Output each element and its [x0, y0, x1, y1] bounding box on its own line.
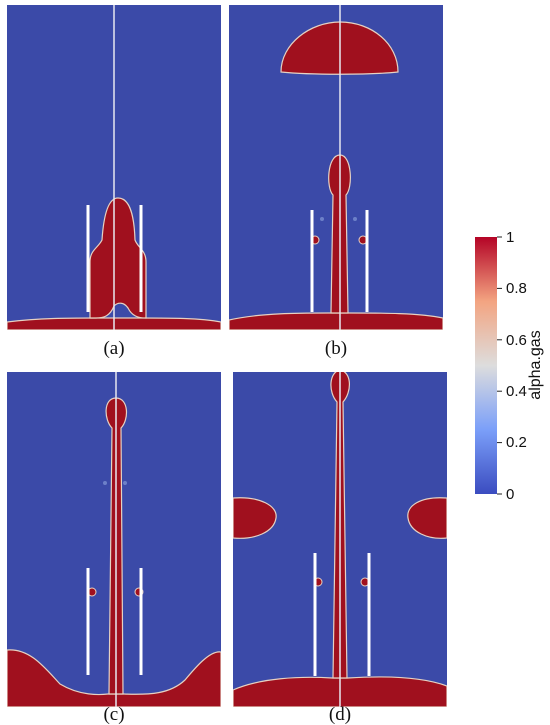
panel-c-bottom-gas-layer [7, 649, 221, 707]
colorbar-gradient [475, 237, 497, 494]
panel-c-left-speck [103, 481, 107, 485]
colorbar-tick-label: 0.8 [506, 280, 527, 297]
panel-c: (c) [7, 372, 221, 725]
colorbar-ticks: 1 0.8 0.6 0.4 0.2 0 [497, 229, 527, 503]
panel-d-left-lobe [233, 497, 277, 539]
panel-b: (b) [229, 5, 443, 359]
panel-c-caption: (c) [103, 704, 124, 725]
panel-b-bottom-gas-layer [229, 312, 443, 330]
colorbar-tick-label: 0.2 [506, 434, 527, 451]
colorbar-tick-label: 1 [506, 229, 514, 246]
panel-b-left-speck [320, 217, 324, 221]
panel-b-caption: (b) [325, 338, 347, 359]
colorbar-title: alpha.gas [527, 330, 544, 399]
panel-d-caption: (d) [329, 704, 351, 725]
colorbar-tick-label: 0 [506, 486, 514, 503]
colorbar-tick-label: 0.6 [506, 332, 527, 349]
panel-d: (d) [233, 372, 447, 725]
panel-b-right-speck [353, 217, 357, 221]
panel-c-right-speck [123, 481, 127, 485]
panel-d-right-lobe [407, 497, 447, 539]
panel-a: (a) [7, 5, 221, 359]
colorbar-tick-label: 0.4 [506, 383, 527, 400]
colorbar: 1 0.8 0.6 0.4 0.2 0 alpha.gas [475, 229, 544, 503]
panel-a-caption: (a) [103, 338, 124, 359]
